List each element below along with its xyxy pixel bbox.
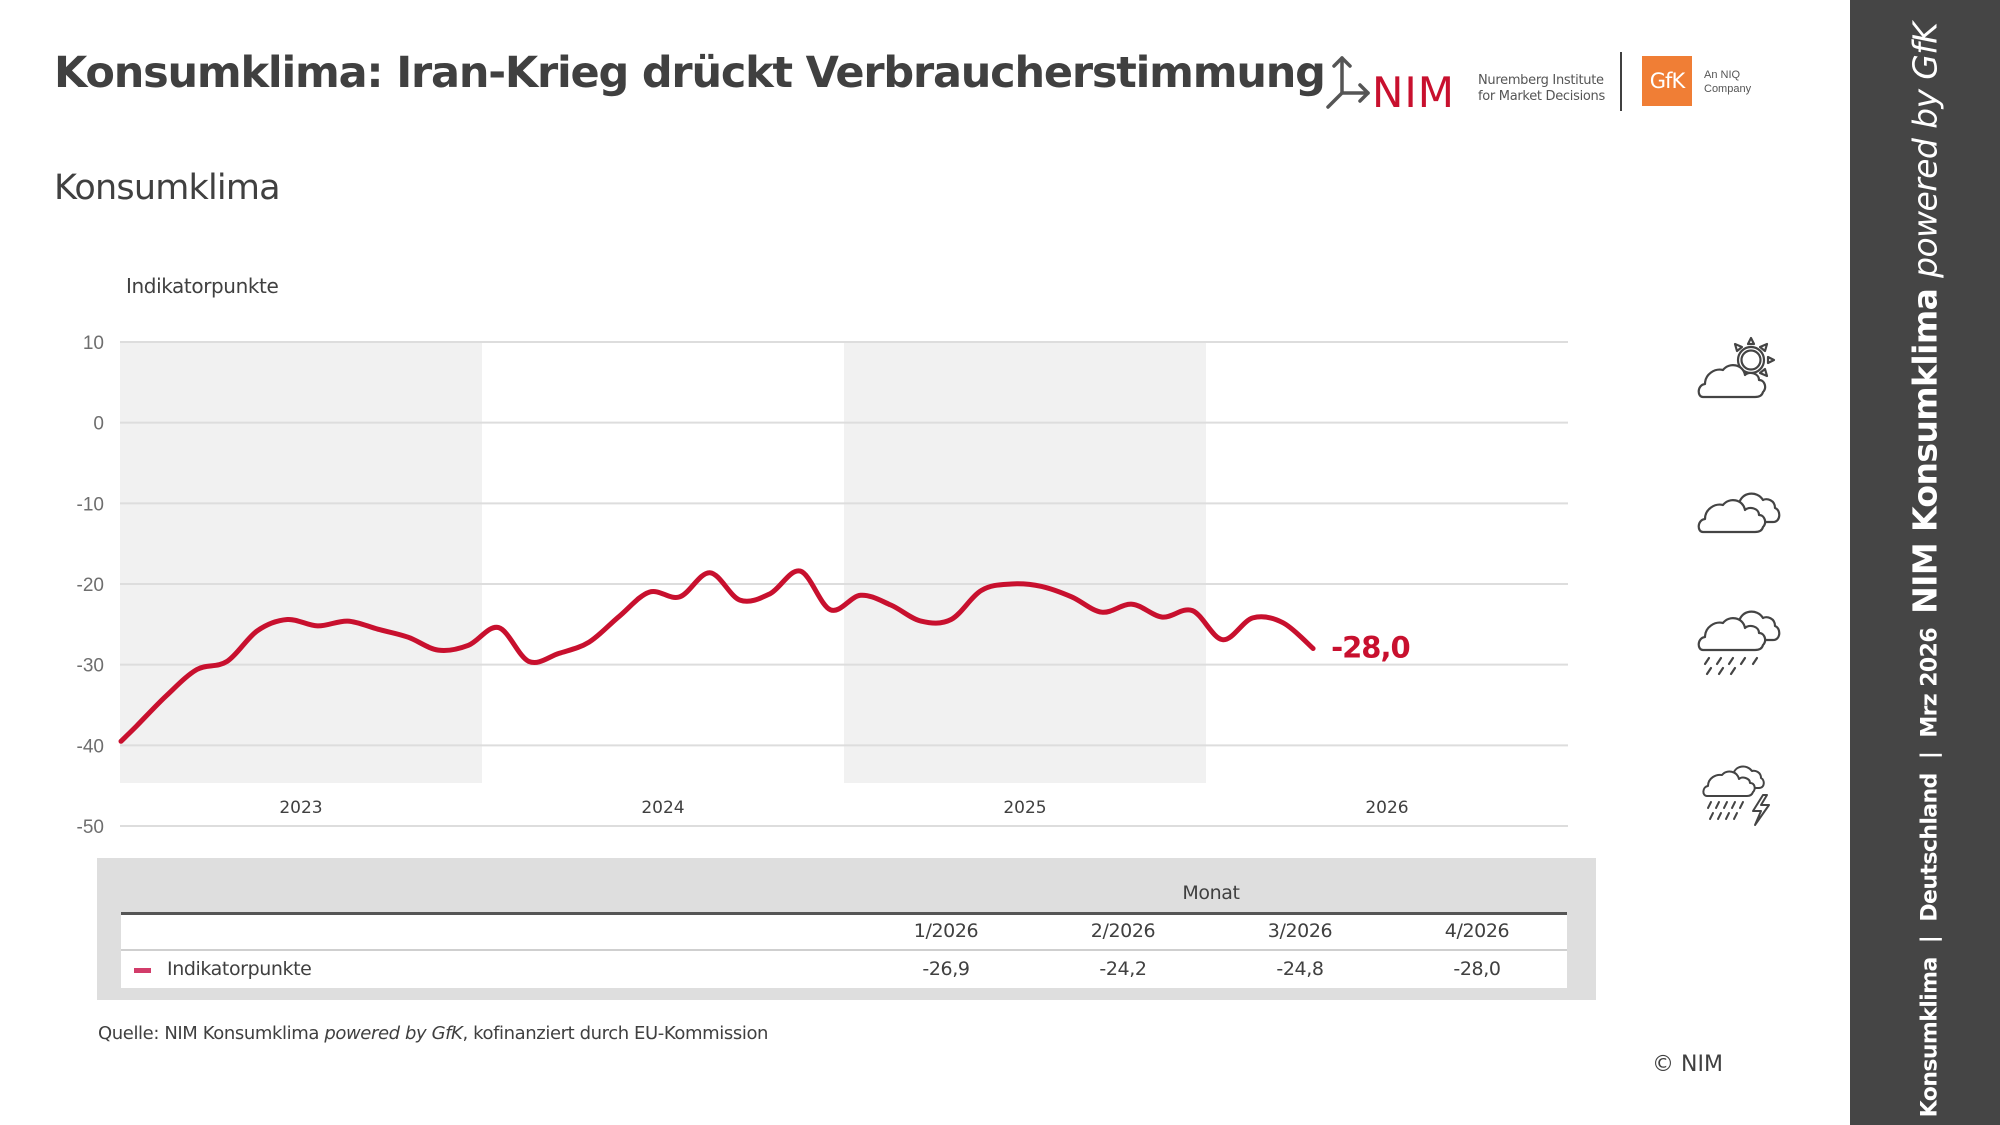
y-tick-label: -20 bbox=[77, 575, 104, 596]
y-tick-label: -40 bbox=[77, 736, 104, 757]
x-year-label: 2026 bbox=[1365, 798, 1408, 818]
table-header-rule bbox=[121, 912, 1567, 915]
line-chart: 10 0 -10 -20 -30 -40 -50 2023 2024 2025 2026 -28,0 bbox=[77, 333, 1568, 838]
nim-tagline-line1: Nuremberg Institute bbox=[1478, 73, 1604, 88]
table-row-label: Indikatorpunkte bbox=[167, 958, 312, 980]
table-body: 1/2026 2/2026 3/2026 4/2026 Indikatorpun… bbox=[121, 912, 1567, 988]
nim-logo: NIM bbox=[1326, 56, 1455, 112]
table-row-rule bbox=[121, 949, 1567, 951]
thunderstorm-icon bbox=[1702, 765, 1770, 826]
table-column-header: 4/2026 bbox=[1444, 920, 1510, 942]
partly-sunny-icon bbox=[1697, 336, 1776, 399]
sidebar-product: NIM Konsumklima bbox=[1905, 277, 1945, 614]
table-cell: -24,2 bbox=[1099, 958, 1147, 980]
legend-swatch bbox=[134, 968, 151, 973]
y-axis-unit-label: Indikatorpunkte bbox=[126, 274, 279, 298]
source-italic: powered by GfK bbox=[324, 1023, 463, 1044]
year-band-2023 bbox=[120, 342, 482, 783]
x-year-label: 2025 bbox=[1003, 798, 1046, 818]
data-table: Monat 1/2026 2/2026 3/2026 4/2026 Indika… bbox=[97, 858, 1596, 1000]
copyright: © NIM bbox=[1652, 1052, 1723, 1077]
logo-divider bbox=[1620, 52, 1622, 111]
y-tick-label: -50 bbox=[77, 817, 104, 838]
sidebar: Konsumklima | Deutschland | Mrz 2026 NIM… bbox=[1850, 0, 2000, 1125]
page-title: Konsumklima: Iran-Krieg drückt Verbrauch… bbox=[54, 48, 1326, 98]
gfk-tagline: An NIQ Company bbox=[1704, 68, 1751, 96]
x-year-label: 2023 bbox=[279, 798, 322, 818]
table-column-header: 1/2026 bbox=[913, 920, 979, 942]
x-year-label: 2024 bbox=[641, 798, 684, 818]
logo-bar: NIM Nuremberg Institute for Market Decis… bbox=[1320, 52, 1760, 112]
table-column-header: 2/2026 bbox=[1090, 920, 1156, 942]
sidebar-powered-by: powered by GfK bbox=[1905, 22, 1945, 278]
series-line-indikatorpunkte bbox=[118, 568, 1316, 744]
gfk-tagline-line2: Company bbox=[1704, 83, 1752, 95]
rain-icon bbox=[1697, 610, 1781, 676]
y-tick-label: -10 bbox=[77, 494, 104, 515]
nim-tagline: Nuremberg Institute for Market Decisions bbox=[1478, 73, 1605, 105]
sidebar-meta: Konsumklima | Deutschland | Mrz 2026 bbox=[1917, 613, 1943, 1118]
y-tick-label: 0 bbox=[93, 414, 104, 435]
sidebar-caption: Konsumklima | Deutschland | Mrz 2026 NIM… bbox=[1906, 23, 1945, 1118]
source-note: Quelle: NIM Konsumklima powered by GfK, … bbox=[98, 1023, 768, 1044]
cloudy-icon bbox=[1697, 492, 1781, 534]
source-suffix: , kofinanziert durch EU-Kommission bbox=[462, 1023, 769, 1044]
chart-title: Konsumklima bbox=[54, 168, 281, 208]
table-cell: -24,8 bbox=[1276, 958, 1324, 980]
nim-wordmark: NIM bbox=[1372, 68, 1455, 112]
nim-arrows-icon bbox=[1326, 56, 1370, 109]
y-tick-label: 10 bbox=[83, 333, 104, 354]
nim-tagline-line2: for Market Decisions bbox=[1478, 89, 1605, 104]
table-column-header: 3/2026 bbox=[1267, 920, 1333, 942]
source-prefix: Quelle: NIM Konsumklima bbox=[98, 1023, 325, 1044]
gfk-logo: GfK bbox=[1642, 56, 1692, 106]
table-cell: -28,0 bbox=[1453, 958, 1501, 980]
table-cell: -26,9 bbox=[922, 958, 970, 980]
year-band-2025 bbox=[844, 342, 1206, 783]
table-group-header: Monat bbox=[1182, 882, 1240, 904]
end-value-label: -28,0 bbox=[1331, 631, 1410, 665]
y-tick-label: -30 bbox=[77, 656, 104, 677]
gfk-tagline-line1: An NIQ bbox=[1704, 69, 1741, 81]
